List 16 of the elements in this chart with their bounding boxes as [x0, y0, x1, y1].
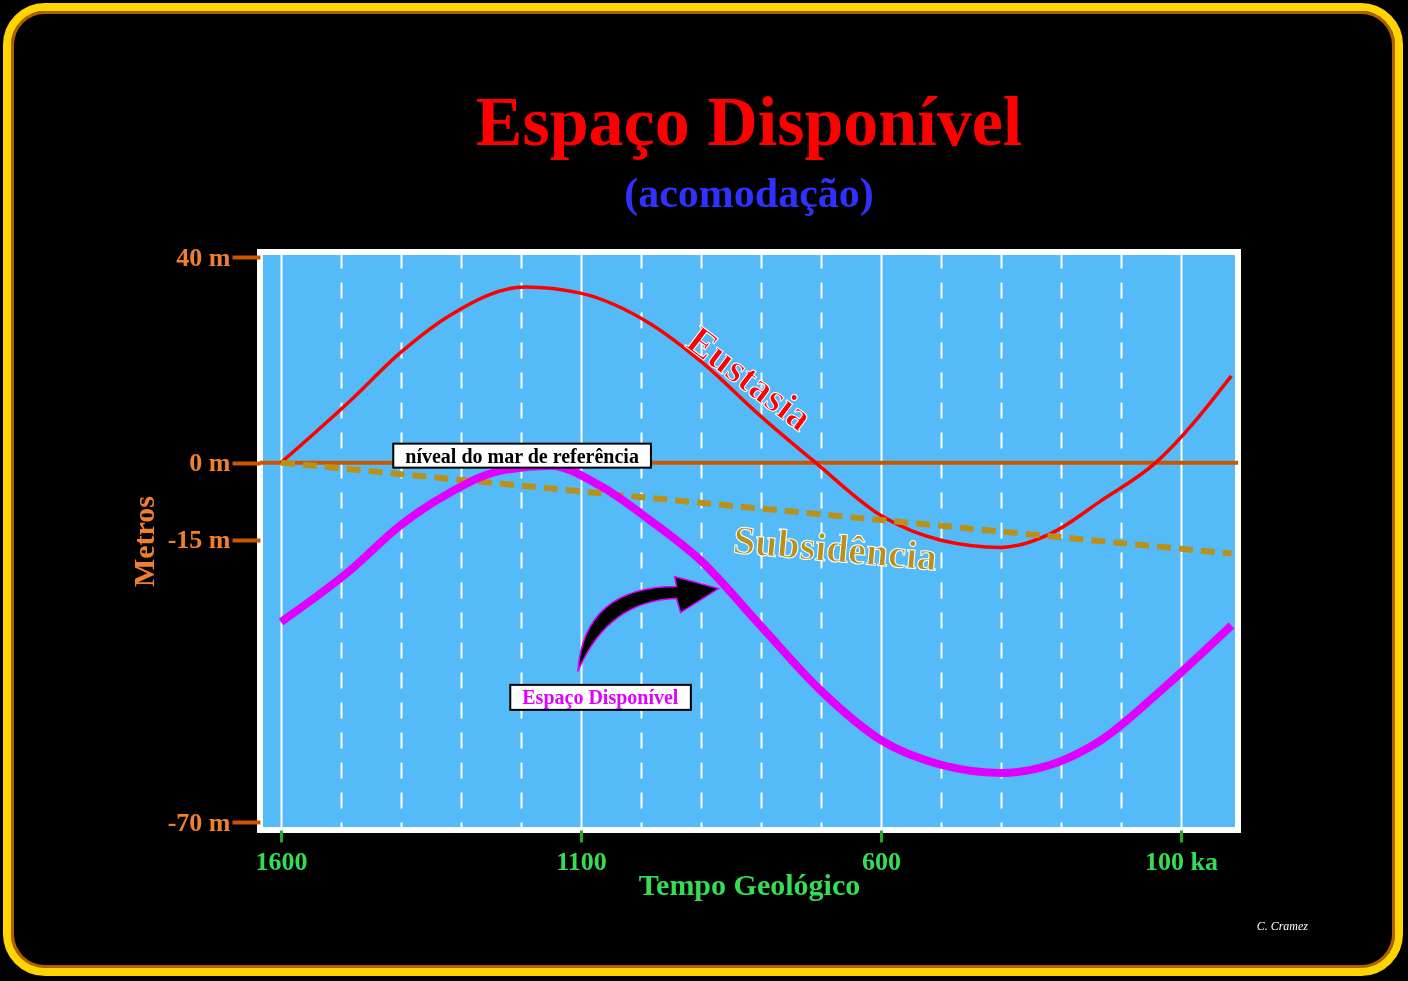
y-axis-title: Metros: [126, 495, 160, 588]
x-axis-title: Tempo Geológico: [638, 867, 861, 901]
y-tick-label: 0 m: [189, 448, 231, 478]
x-tick-label: 1100: [556, 846, 607, 876]
text: C. Cramez: [1256, 919, 1309, 933]
text: Espaço Disponível: [522, 685, 679, 709]
x-tick-label: 100 ka: [1145, 846, 1218, 876]
ref-line-label: níveal do mar de referência: [405, 444, 639, 467]
x-tick-label: 600: [862, 846, 901, 876]
chart-subtitle: (acomodação): [624, 170, 874, 218]
chart-title: Espaço Disponível: [475, 83, 1023, 161]
series-label: Subsidência: [731, 516, 940, 580]
y-tick-label: -15 m: [167, 525, 231, 555]
x-tick-label: 1600: [255, 846, 308, 876]
y-tick-label: -70 m: [167, 807, 231, 837]
y-tick-label: 40 m: [176, 242, 231, 272]
